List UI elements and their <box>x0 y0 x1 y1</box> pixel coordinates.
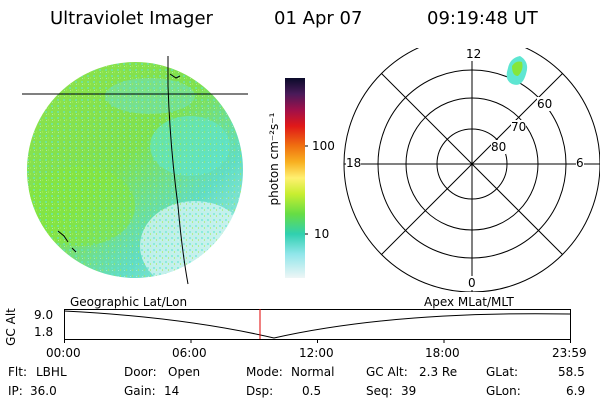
seq-label: Seq: <box>366 384 393 398</box>
gcalt-value: 2.3 Re <box>419 365 458 379</box>
glat-label: GLat: <box>486 365 519 379</box>
gain-value: 14 <box>164 384 180 398</box>
polar-plot <box>343 48 600 292</box>
dsp-label: Dsp: <box>246 384 274 398</box>
ip-label: IP: <box>8 384 23 398</box>
lat-label-80: 80 <box>491 140 507 154</box>
altitude-timeline <box>64 309 571 343</box>
mlt-label-12: 12 <box>466 47 482 61</box>
coastline <box>57 230 77 253</box>
timeline-xtick-2359: 23:59 <box>552 346 587 360</box>
gcalt-label: GC Alt: <box>366 365 408 379</box>
lat-label-70: 70 <box>511 120 527 134</box>
gain-label: Gain: <box>124 384 156 398</box>
seq-value: 39 <box>401 384 417 398</box>
lat-label-60: 60 <box>537 97 553 111</box>
dsp-value: 0.5 <box>302 384 322 398</box>
flt-label: Flt: <box>8 365 27 379</box>
colorbar-label: photon cm⁻²s⁻¹ <box>267 112 281 206</box>
glat-value: 58.5 <box>558 365 585 379</box>
colorbar <box>285 78 308 278</box>
polar-aurora-patch <box>506 56 528 85</box>
timeline-left-caption: Geographic Lat/Lon <box>70 295 188 309</box>
timeline-ylabel: GC Alt <box>4 308 18 346</box>
timeline-xtick-1200: 12:00 <box>299 346 334 360</box>
time-readout: 09:19:48 UT <box>427 8 538 29</box>
uv-emission-disk <box>27 62 243 278</box>
colorbar-tick-10: 10 <box>314 227 330 241</box>
ip-value: 36.0 <box>30 384 57 398</box>
door-label: Door: <box>124 365 157 379</box>
mlt-label-18: 18 <box>346 156 362 170</box>
altitude-curve <box>64 310 571 339</box>
app-title: Ultraviolet Imager <box>50 8 213 29</box>
timeline-ytick-high: 9.0 <box>34 308 54 322</box>
timeline-xtick-1800: 18:00 <box>425 346 460 360</box>
timeline-right-caption: Apex MLat/MLT <box>424 295 514 309</box>
coastline <box>169 73 181 79</box>
colorbar-tick-100: 100 <box>312 139 335 153</box>
mlt-label-6: 6 <box>576 156 584 170</box>
timeline-xtick-0000: 00:00 <box>46 346 81 360</box>
timeline-xtick-0600: 06:00 <box>172 346 207 360</box>
flt-value: LBHL <box>36 365 67 379</box>
date-readout: 01 Apr 07 <box>274 8 363 29</box>
mode-label: Mode: <box>246 365 283 379</box>
mlt-label-0: 0 <box>468 276 476 290</box>
mode-value: Normal <box>291 365 335 379</box>
glon-value: 6.9 <box>566 384 586 398</box>
timeline-ytick-low: 1.8 <box>34 325 54 339</box>
door-value: Open <box>168 365 201 379</box>
earth-image <box>22 56 248 285</box>
longitude-line <box>167 56 189 285</box>
glon-label: GLon: <box>486 384 521 398</box>
